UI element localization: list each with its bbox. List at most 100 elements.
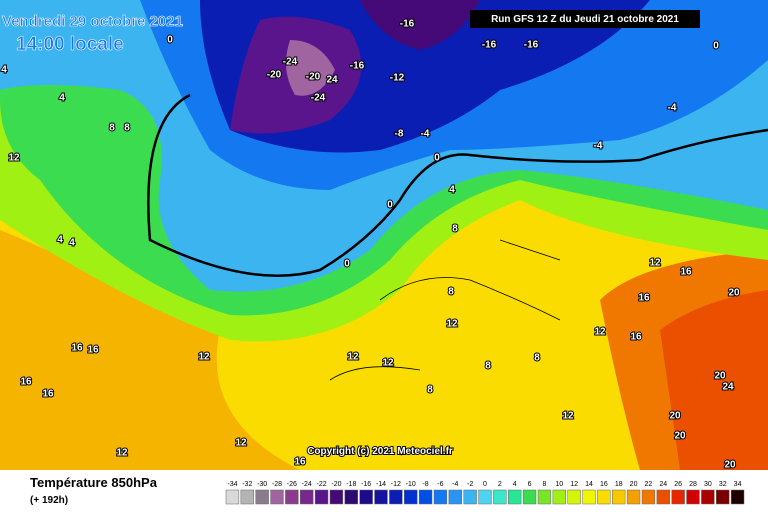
- legend-tick-label: 12: [570, 481, 578, 488]
- contour-label: -4: [421, 129, 430, 140]
- legend-tick-label: 6: [528, 481, 532, 488]
- legend-tick-label: -8: [422, 481, 428, 488]
- contour-label: 8: [452, 224, 458, 235]
- contour-label: 4: [57, 235, 63, 246]
- contour-label: 0: [434, 153, 440, 164]
- contour-label: -20: [306, 72, 321, 83]
- legend-tick-label: -6: [437, 481, 443, 488]
- legend-tick-label: 20: [630, 481, 638, 488]
- contour-label: 16: [680, 267, 692, 278]
- legend-swatch: [463, 489, 477, 505]
- contour-label: 12: [562, 411, 574, 422]
- legend-swatch: [374, 489, 388, 505]
- contour-label: 0: [167, 35, 173, 46]
- contour-label: 4: [69, 238, 75, 249]
- legend-tick-label: -20: [331, 481, 341, 488]
- legend-swatch: [597, 489, 611, 505]
- legend-swatch: [478, 489, 492, 505]
- legend-swatch: [255, 489, 269, 505]
- contour-label: -16: [482, 40, 497, 51]
- legend-swatch: [389, 489, 403, 505]
- legend-swatch: [329, 489, 344, 505]
- legend-swatch: [300, 489, 314, 505]
- legend-tick-label: -16: [361, 481, 371, 488]
- legend-swatch: [730, 489, 745, 505]
- legend-swatch: [671, 489, 685, 505]
- legend-tick-label: -28: [272, 481, 282, 488]
- legend-tick-label: 18: [615, 481, 623, 488]
- contour-label: 20: [728, 288, 740, 299]
- legend-swatch: [522, 489, 537, 505]
- contour-label: 16: [71, 343, 83, 354]
- legend-tick-label: -14: [376, 481, 386, 488]
- legend-swatch: [508, 489, 522, 505]
- contour-label: -24: [311, 93, 326, 104]
- contour-label: 12: [594, 327, 606, 338]
- legend-swatch: [626, 489, 641, 505]
- contour-label: 20: [724, 460, 736, 471]
- contour-label: 16: [87, 345, 99, 356]
- contour-label: 12: [198, 352, 210, 363]
- legend-tick-label: 22: [645, 481, 653, 488]
- legend-tick-label: 0: [483, 481, 487, 488]
- contour-label: 12: [235, 438, 247, 449]
- legend-swatch: [225, 489, 240, 505]
- legend-swatch: [716, 489, 730, 505]
- contour-label: 24: [326, 75, 338, 86]
- legend-tick-label: -26: [287, 481, 297, 488]
- contour-label: 0: [713, 41, 719, 52]
- contour-label: 8: [109, 123, 115, 134]
- contour-label: -20: [267, 70, 282, 81]
- legend-tick-label: -24: [302, 481, 312, 488]
- legend-tick-label: 32: [719, 481, 727, 488]
- legend-tick-label: -30: [257, 481, 267, 488]
- legend-swatch: [359, 489, 373, 505]
- legend-swatch: [656, 489, 670, 505]
- contour-label: 8: [534, 353, 540, 364]
- legend-tick-label: 10: [555, 481, 563, 488]
- legend-tick-label: 4: [513, 481, 517, 488]
- legend-tick-label: -34: [227, 481, 237, 488]
- contour-label: -24: [283, 57, 298, 68]
- contour-label: 16: [42, 389, 54, 400]
- legend-swatch: [344, 489, 358, 505]
- legend-swatch: [612, 489, 626, 505]
- contour-label: 20: [674, 431, 686, 442]
- legend-swatch: [404, 489, 418, 505]
- time: 14:00 locale: [16, 34, 124, 55]
- contour-label: 12: [382, 358, 394, 369]
- contour-label: 16: [638, 293, 650, 304]
- legend-tick-label: -2: [467, 481, 473, 488]
- contour-labels: -16-16 -16-20-24-20 24-24-16-12-8 -40-4-400…: [0, 18, 741, 472]
- legend-tick-label: 28: [689, 481, 697, 488]
- date: Vendredi 29 octobre 2021: [2, 13, 183, 30]
- legend-tick-label: 16: [600, 481, 608, 488]
- legend-tick-label: 34: [734, 481, 742, 488]
- contour-label: 8: [448, 287, 454, 298]
- area-hot2: [660, 290, 768, 470]
- contour-label: 12: [8, 153, 20, 164]
- contour-label: -16: [524, 40, 539, 51]
- legend-swatch: [567, 489, 581, 505]
- contour-label: 24: [722, 382, 734, 393]
- legend-swatch: [582, 489, 596, 505]
- legend-swatch: [641, 489, 656, 505]
- legend-tick-label: 8: [542, 481, 546, 488]
- legend-tick-label: -18: [346, 481, 356, 488]
- contour-label: 0: [344, 259, 350, 270]
- area-purple3: [360, 0, 480, 50]
- contour-label: 8: [485, 361, 491, 372]
- contour-label: -4: [594, 141, 603, 152]
- contour-label: 8: [427, 385, 433, 396]
- legend-tick-label: 2: [498, 481, 502, 488]
- legend-swatch: [448, 489, 462, 505]
- legend-tick-label: -12: [391, 481, 401, 488]
- contour-label: -16: [400, 19, 415, 30]
- legend-tick-label: 30: [704, 481, 712, 488]
- run-info: Run GFS 12 Z du Jeudi 21 octobre 2021: [491, 14, 679, 25]
- legend-tick-label: -22: [317, 481, 327, 488]
- contour-label: 4: [1, 65, 7, 76]
- footer-lead: (+ 192h): [30, 495, 68, 506]
- legend-tick-label: 26: [674, 481, 682, 488]
- contour-label: 12: [347, 352, 359, 363]
